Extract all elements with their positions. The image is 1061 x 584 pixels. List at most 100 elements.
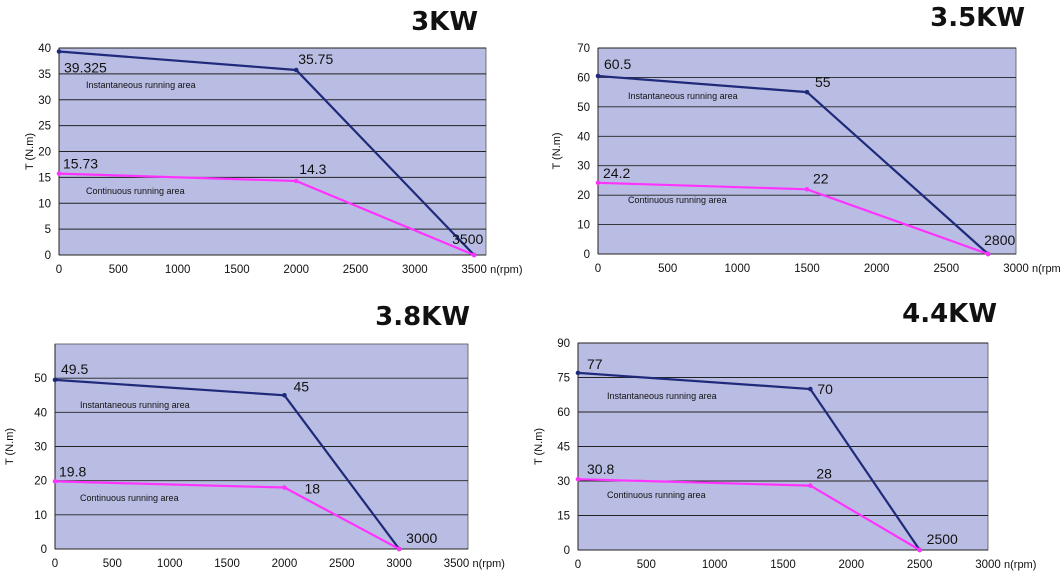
data-point (575, 476, 581, 482)
x-tick-label: 2500 (329, 558, 355, 570)
x-tick-label: 2000 (272, 558, 298, 570)
y-tick-label: 60 (577, 72, 590, 84)
data-point (282, 485, 287, 490)
data-label: 39.325 (64, 59, 107, 75)
x-tick-label: 1000 (702, 559, 728, 571)
y-tick-label: 25 (38, 121, 51, 133)
x-tick-label: 2000 (283, 264, 309, 276)
continuous-area-label: Continuous running area (80, 493, 179, 503)
x-tick-label: 1000 (165, 264, 191, 276)
y-tick-label: 0 (584, 249, 590, 261)
data-label: 35.75 (298, 51, 333, 67)
data-point (804, 89, 810, 95)
x-axis-label: n(rpm) (1004, 559, 1036, 571)
data-label: 49.5 (61, 361, 88, 377)
data-label: 24.2 (603, 165, 630, 181)
data-label: 77 (587, 356, 603, 372)
instantaneous-area-label: Instantaneous running area (628, 91, 738, 101)
x-tick-label: 500 (109, 264, 128, 276)
x-tick-label: 2000 (864, 263, 890, 275)
y-tick-label: 30 (38, 95, 51, 107)
y-axis-label: T (N.m) (533, 428, 545, 465)
x-tick-label: 500 (103, 558, 122, 570)
data-point (282, 392, 287, 398)
x-tick-label: 1000 (725, 263, 751, 275)
y-tick-label: 5 (45, 224, 51, 236)
x-tick-label: 3500 (444, 558, 470, 570)
chart-panel-4: 4.4KW 0 15 30 45 60 75 90 0 500 1000 1500 2000 2500 30… (533, 299, 1036, 571)
x-tick-label: 2000 (839, 559, 865, 571)
x-tick-label: 1500 (224, 264, 250, 276)
y-tick-label: 40 (577, 131, 590, 143)
data-point (808, 386, 813, 392)
y-tick-label: 30 (577, 161, 590, 173)
data-point (293, 178, 299, 184)
x-tick-label: 3000 (975, 559, 1001, 571)
chart-title: 3KW (411, 7, 478, 37)
data-point (917, 547, 922, 553)
y-tick-label: 15 (38, 172, 51, 184)
instantaneous-area-label: Instantaneous running area (86, 80, 196, 90)
x-tick-label: 3000 (386, 558, 412, 570)
continuous-area-label: Continuous running area (628, 195, 727, 205)
data-label: 22 (813, 170, 829, 186)
x-tick-label: 0 (56, 264, 62, 276)
data-point (985, 251, 991, 257)
y-tick-label: 45 (557, 442, 570, 454)
y-tick-label: 75 (557, 373, 570, 385)
data-point (808, 483, 813, 488)
data-label: 2800 (984, 232, 1015, 248)
continuous-area-label: Continuous running area (86, 186, 185, 196)
data-point (804, 186, 810, 192)
x-tick-label: 1500 (214, 558, 240, 570)
x-axis-label: n(rpm) (490, 264, 522, 276)
data-point (396, 546, 402, 552)
data-point (56, 171, 62, 176)
y-tick-label: 0 (41, 544, 47, 556)
x-tick-label: 2500 (907, 559, 933, 571)
x-tick-label: 1500 (794, 263, 820, 275)
data-label: 30.8 (587, 461, 614, 477)
data-label: 28 (816, 466, 832, 482)
continuous-area-label: Continuous running area (607, 490, 706, 500)
data-point (52, 479, 58, 484)
data-label: 18 (304, 481, 320, 497)
y-tick-label: 60 (557, 407, 570, 419)
y-tick-label: 20 (577, 190, 590, 202)
data-point (471, 252, 477, 258)
y-tick-label: 10 (38, 198, 51, 210)
y-tick-label: 90 (557, 338, 570, 350)
x-tick-label: 0 (52, 558, 58, 570)
y-tick-label: 15 (557, 511, 570, 523)
y-tick-label: 10 (34, 510, 47, 522)
data-label: 55 (815, 74, 831, 90)
data-point (56, 49, 62, 54)
y-tick-label: 50 (34, 373, 47, 385)
chart-panel-1: 3KW 0 5 10 15 20 25 30 35 40 0 500 1000 1500 2000 2500 3… (24, 7, 523, 276)
x-tick-label: 1000 (157, 558, 183, 570)
chart-title: 4.4KW (902, 299, 997, 329)
x-tick-label: 0 (595, 263, 601, 275)
y-axis-label: T (N.m) (551, 132, 563, 169)
data-label: 19.8 (59, 463, 86, 479)
chart-panel-2: 3.5KW 0 10 20 30 40 50 60 70 0 500 1000 1500 2000 2500… (551, 3, 1061, 275)
y-tick-label: 40 (34, 407, 47, 419)
x-tick-label: 1500 (770, 559, 796, 571)
y-axis-label: T (N.m) (24, 133, 36, 170)
chart-title: 3.5KW (930, 3, 1025, 33)
y-tick-label: 10 (577, 220, 590, 232)
y-tick-label: 30 (557, 476, 570, 488)
y-tick-label: 0 (564, 545, 570, 557)
x-tick-label: 0 (575, 559, 581, 571)
y-tick-label: 20 (34, 476, 47, 488)
x-tick-label: 3000 (402, 264, 428, 276)
data-label: 2500 (927, 531, 958, 547)
y-tick-label: 30 (34, 442, 47, 454)
data-point (595, 73, 601, 79)
x-axis-label: n(rpm) (473, 558, 505, 570)
data-point (293, 67, 299, 73)
x-tick-label: 3000 (1003, 263, 1029, 275)
x-tick-label: 500 (637, 559, 656, 571)
